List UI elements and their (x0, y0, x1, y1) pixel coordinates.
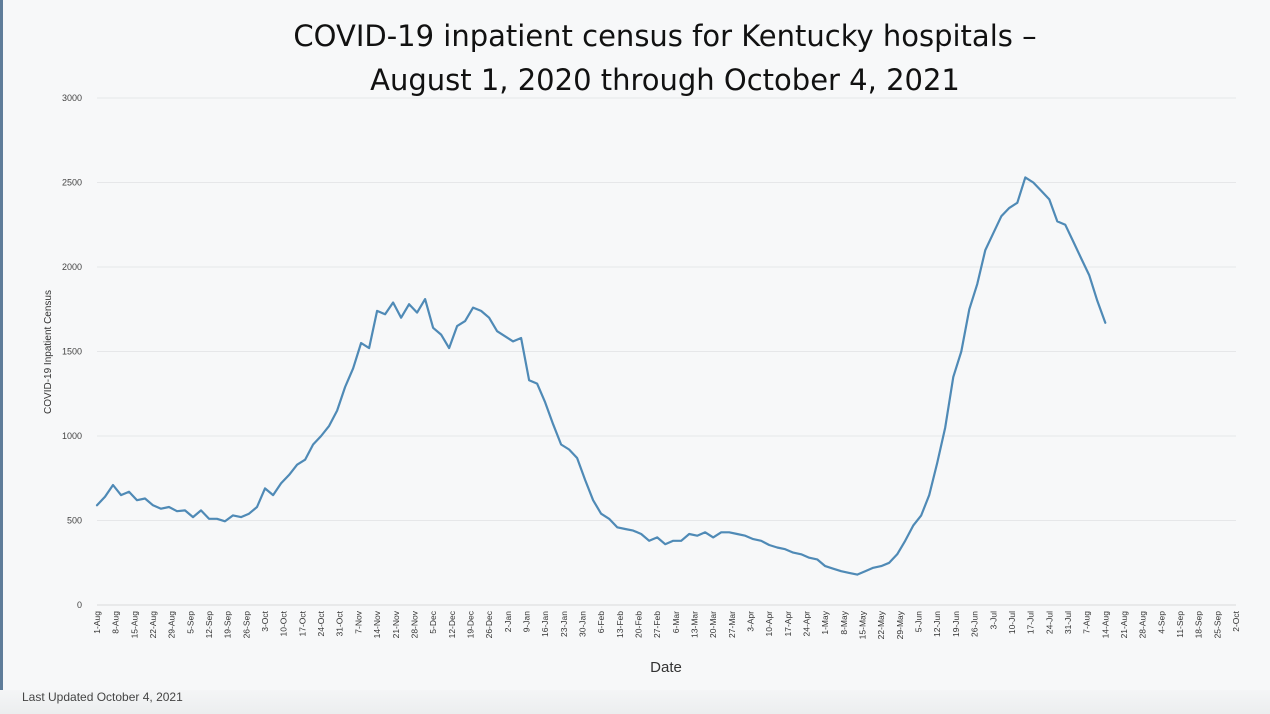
y-tick-label-0: 0 (77, 600, 82, 610)
x-tick-label-19-sep: 19-Sep (223, 611, 233, 639)
x-tick-label-17-jul: 17-Jul (1026, 611, 1036, 634)
y-tick-label-1500: 1500 (62, 347, 82, 357)
y-tick-label-1000: 1000 (62, 431, 82, 441)
y-axis-tick-labels: 0 500 1000 1500 2000 2500 3000 (62, 93, 82, 610)
x-tick-label-9-jan: 9-Jan (521, 611, 531, 633)
x-tick-label-13-mar: 13-Mar (690, 611, 700, 638)
x-tick-label-4-sep: 4-Sep (1156, 611, 1166, 634)
x-tick-label-21-aug: 21-Aug (1119, 611, 1129, 639)
y-tick-label-3000: 3000 (62, 93, 82, 103)
x-tick-label-15-may: 15-May (858, 610, 868, 639)
x-tick-label-1-may: 1-May (820, 610, 830, 634)
gridlines (97, 97, 1236, 521)
x-tick-label-26-sep: 26-Sep (241, 611, 251, 639)
x-tick-label-12-jun: 12-Jun (932, 611, 942, 637)
bottom-band (0, 690, 1270, 714)
chart-title: COVID-19 inpatient census for Kentucky h… (180, 14, 1150, 102)
chart-title-line-1: COVID-19 inpatient census for Kentucky h… (293, 19, 1037, 53)
x-tick-label-19-jun: 19-Jun (951, 611, 961, 637)
x-tick-label-7-nov: 7-Nov (353, 610, 363, 633)
x-tick-label-29-aug: 29-Aug (167, 611, 177, 639)
census-series-line (95, 176, 1107, 576)
x-tick-label-28-nov: 28-Nov (409, 610, 419, 638)
x-tick-label-14-aug: 14-Aug (1100, 611, 1110, 639)
x-tick-label-10-oct: 10-Oct (279, 610, 289, 636)
x-tick-label-25-sep: 25-Sep (1212, 611, 1222, 639)
x-tick-label-11-sep: 11-Sep (1175, 611, 1185, 638)
x-tick-label-27-feb: 27-Feb (652, 611, 662, 638)
x-tick-label-8-aug: 8-Aug (111, 611, 121, 634)
x-tick-label-8-may: 8-May (839, 610, 849, 634)
x-axis-tick-labels: 1-Aug 8-Aug 15-Aug 22-Aug 29-Aug 5-Sep 12-Sep 1… (92, 610, 1241, 639)
x-tick-label-14-nov: 14-Nov (372, 610, 382, 638)
x-tick-label-18-sep: 18-Sep (1194, 611, 1204, 639)
y-axis-title: COVID-19 Inpatient Census (43, 290, 54, 414)
x-tick-label-12-sep: 12-Sep (204, 611, 214, 639)
x-tick-label-29-may: 29-May (895, 610, 905, 639)
y-tick-label-2500: 2500 (62, 178, 82, 188)
x-tick-label-5-jun: 5-Jun (914, 611, 924, 633)
x-tick-label-3-jul: 3-Jul (988, 611, 998, 630)
x-axis-title: Date (650, 659, 682, 676)
x-tick-label-26-dec: 26-Dec (484, 610, 494, 638)
x-tick-label-6-feb: 6-Feb (596, 611, 606, 633)
x-tick-label-27-mar: 27-Mar (727, 611, 737, 638)
x-tick-label-16-jan: 16-Jan (540, 611, 550, 637)
x-tick-label-31-jul: 31-Jul (1063, 611, 1073, 634)
x-tick-label-12-dec: 12-Dec (447, 610, 457, 638)
x-tick-label-24-jul: 24-Jul (1044, 611, 1054, 634)
x-tick-label-10-jul: 10-Jul (1007, 611, 1017, 634)
x-tick-label-17-oct: 17-Oct (297, 610, 307, 636)
x-tick-label-10-apr: 10-Apr (764, 611, 774, 637)
x-tick-label-23-jan: 23-Jan (559, 611, 569, 637)
x-tick-label-17-apr: 17-Apr (783, 611, 793, 637)
x-tick-label-26-jun: 26-Jun (970, 611, 980, 637)
x-tick-label-24-apr: 24-Apr (802, 611, 812, 637)
left-edge-bar (0, 0, 3, 714)
x-tick-label-1-aug: 1-Aug (92, 611, 102, 634)
x-tick-label-20-feb: 20-Feb (633, 611, 643, 638)
x-tick-label-3-oct: 3-Oct (260, 610, 270, 631)
x-tick-label-13-feb: 13-Feb (615, 611, 625, 638)
x-tick-label-7-aug: 7-Aug (1082, 611, 1092, 634)
x-tick-label-2-oct: 2-Oct (1231, 610, 1241, 631)
chart-title-line-2: August 1, 2020 through October 4, 2021 (370, 63, 960, 97)
last-updated-note: Last Updated October 4, 2021 (22, 690, 183, 704)
x-tick-label-21-nov: 21-Nov (391, 610, 401, 638)
x-tick-label-15-aug: 15-Aug (129, 611, 139, 639)
x-tick-label-28-aug: 28-Aug (1138, 611, 1148, 639)
x-tick-label-24-oct: 24-Oct (316, 610, 326, 636)
x-tick-label-6-mar: 6-Mar (671, 611, 681, 633)
x-tick-label-20-mar: 20-Mar (708, 611, 718, 638)
x-tick-label-19-dec: 19-Dec (465, 610, 475, 638)
x-tick-label-22-aug: 22-Aug (148, 611, 158, 639)
x-tick-label-5-dec: 5-Dec (428, 610, 438, 633)
x-tick-label-2-jan: 2-Jan (503, 611, 513, 633)
x-tick-label-30-jan: 30-Jan (577, 611, 587, 637)
x-tick-label-31-oct: 31-Oct (335, 610, 345, 636)
y-tick-label-500: 500 (67, 516, 82, 526)
x-tick-label-22-may: 22-May (876, 610, 886, 639)
y-tick-label-2000: 2000 (62, 262, 82, 272)
x-tick-label-5-sep: 5-Sep (185, 611, 195, 634)
x-tick-label-3-apr: 3-Apr (746, 611, 756, 632)
